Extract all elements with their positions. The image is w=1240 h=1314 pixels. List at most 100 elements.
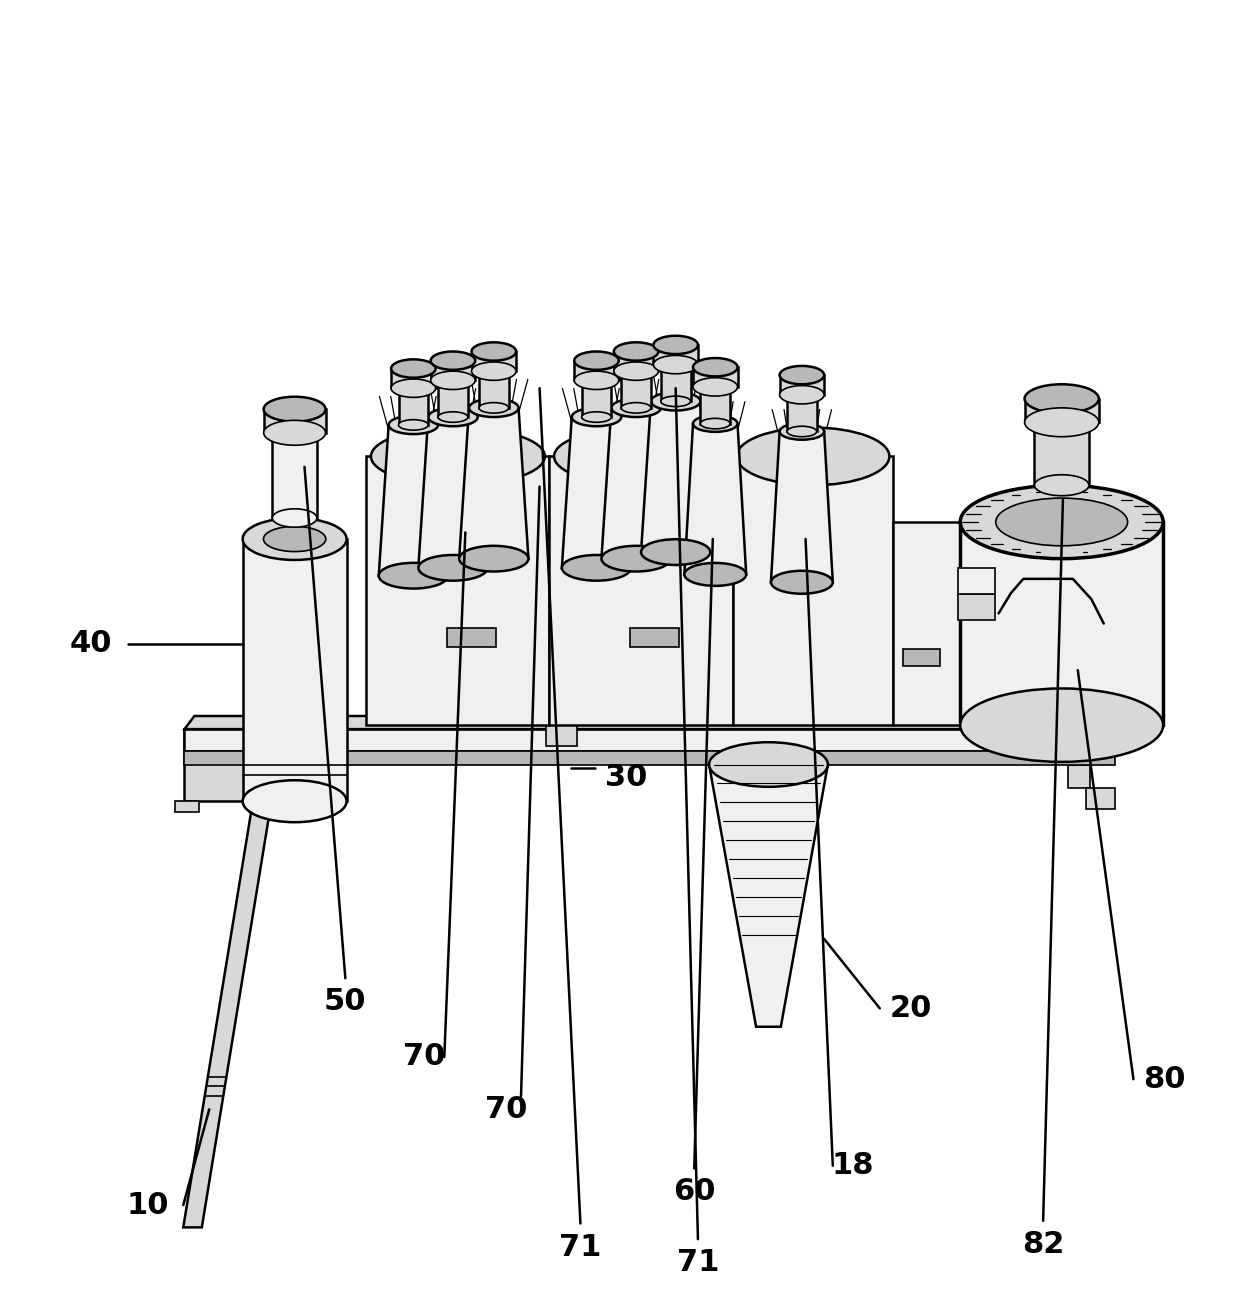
Ellipse shape (771, 570, 833, 594)
Polygon shape (601, 407, 671, 558)
Polygon shape (185, 752, 1115, 765)
Ellipse shape (693, 415, 738, 432)
Text: 60: 60 (673, 1177, 715, 1206)
Polygon shape (398, 388, 428, 424)
Ellipse shape (264, 420, 326, 445)
Ellipse shape (273, 509, 317, 527)
Ellipse shape (960, 689, 1163, 762)
Ellipse shape (621, 402, 651, 413)
Ellipse shape (264, 397, 326, 422)
Ellipse shape (641, 539, 711, 565)
Text: 71: 71 (559, 1233, 601, 1261)
Polygon shape (438, 380, 467, 417)
Ellipse shape (1024, 407, 1099, 436)
FancyBboxPatch shape (957, 594, 994, 620)
Polygon shape (471, 351, 516, 371)
Ellipse shape (611, 398, 661, 417)
Ellipse shape (391, 359, 435, 377)
Polygon shape (733, 456, 894, 725)
Ellipse shape (1034, 411, 1089, 432)
Polygon shape (185, 729, 268, 802)
Ellipse shape (430, 351, 475, 369)
Ellipse shape (701, 381, 730, 392)
FancyBboxPatch shape (446, 628, 496, 646)
Polygon shape (185, 716, 1125, 729)
Ellipse shape (398, 382, 428, 393)
Ellipse shape (780, 365, 825, 384)
Ellipse shape (737, 427, 889, 485)
FancyBboxPatch shape (630, 628, 680, 646)
Polygon shape (661, 364, 691, 401)
Polygon shape (479, 371, 508, 407)
Polygon shape (701, 386, 730, 423)
FancyBboxPatch shape (903, 649, 940, 666)
Ellipse shape (996, 498, 1127, 545)
Ellipse shape (653, 355, 698, 373)
Polygon shape (1086, 788, 1115, 809)
Ellipse shape (651, 392, 701, 410)
Ellipse shape (780, 423, 825, 440)
Ellipse shape (428, 407, 477, 426)
Ellipse shape (263, 527, 326, 552)
Polygon shape (249, 802, 274, 812)
Ellipse shape (430, 371, 475, 389)
Polygon shape (430, 360, 475, 380)
Polygon shape (614, 351, 658, 371)
Text: 30: 30 (605, 763, 647, 792)
Text: 20: 20 (889, 993, 932, 1022)
Polygon shape (264, 409, 326, 432)
Polygon shape (1068, 765, 1090, 788)
Ellipse shape (693, 357, 738, 376)
Ellipse shape (438, 411, 467, 422)
Ellipse shape (273, 422, 317, 444)
Polygon shape (693, 367, 738, 386)
Polygon shape (366, 456, 549, 725)
Polygon shape (653, 346, 698, 364)
Polygon shape (562, 417, 631, 568)
Ellipse shape (780, 385, 825, 403)
Text: 82: 82 (1022, 1230, 1064, 1259)
Polygon shape (582, 380, 611, 417)
Text: 50: 50 (324, 987, 367, 1016)
Ellipse shape (243, 781, 346, 823)
Ellipse shape (582, 411, 611, 422)
FancyBboxPatch shape (546, 725, 577, 746)
Text: 18: 18 (831, 1151, 874, 1180)
Ellipse shape (438, 374, 467, 385)
Ellipse shape (459, 545, 528, 572)
Ellipse shape (574, 371, 619, 389)
Ellipse shape (371, 427, 544, 485)
Polygon shape (391, 368, 435, 388)
Polygon shape (378, 424, 448, 576)
Ellipse shape (1034, 474, 1089, 495)
Ellipse shape (582, 374, 611, 385)
Ellipse shape (960, 485, 1163, 558)
Polygon shape (684, 423, 746, 574)
Polygon shape (771, 431, 833, 582)
Polygon shape (418, 417, 487, 568)
Text: 70: 70 (403, 1042, 445, 1071)
Ellipse shape (479, 402, 508, 413)
Polygon shape (960, 522, 1163, 725)
Ellipse shape (701, 418, 730, 428)
Ellipse shape (418, 555, 487, 581)
Ellipse shape (479, 365, 508, 376)
Ellipse shape (574, 351, 619, 369)
Polygon shape (780, 374, 825, 394)
Ellipse shape (391, 378, 435, 397)
Ellipse shape (471, 343, 516, 360)
Ellipse shape (378, 562, 448, 589)
Ellipse shape (684, 562, 746, 586)
Polygon shape (459, 407, 528, 558)
Polygon shape (709, 765, 828, 1026)
Polygon shape (185, 729, 1115, 752)
Polygon shape (273, 432, 317, 518)
Ellipse shape (709, 742, 828, 787)
Ellipse shape (469, 398, 518, 417)
Text: 40: 40 (69, 629, 112, 658)
Ellipse shape (787, 426, 817, 436)
FancyBboxPatch shape (957, 568, 994, 594)
Ellipse shape (621, 365, 651, 376)
Ellipse shape (471, 361, 516, 380)
Ellipse shape (398, 419, 428, 430)
